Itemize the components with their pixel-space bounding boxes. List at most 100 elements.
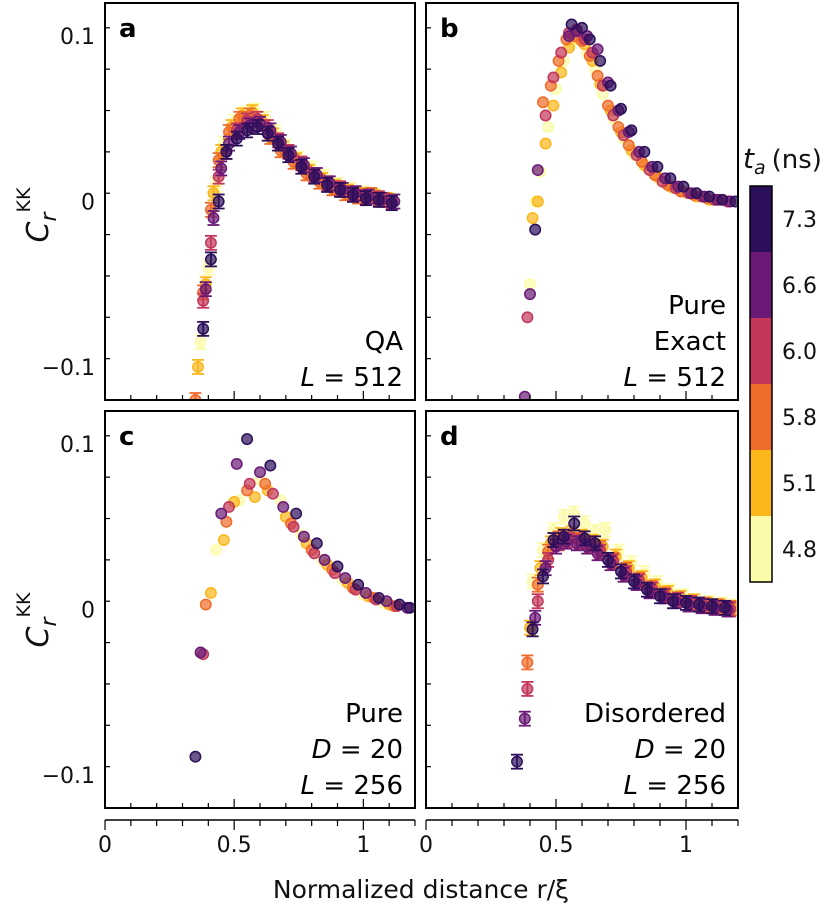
data-point bbox=[359, 192, 372, 205]
y-axis-title-bottom: CrKK bbox=[13, 592, 62, 647]
data-point bbox=[194, 646, 207, 659]
data-point bbox=[272, 137, 285, 150]
data-point bbox=[531, 164, 544, 177]
panel-annotation: L = 256 bbox=[624, 771, 726, 801]
data-point bbox=[339, 572, 352, 585]
data-point bbox=[602, 99, 614, 112]
data-point bbox=[295, 160, 308, 173]
panel-b: b Pure Exact L = 512 bbox=[425, 2, 739, 401]
data-point bbox=[524, 288, 536, 301]
panel-letter: b bbox=[440, 14, 459, 44]
data-point bbox=[264, 459, 277, 472]
data-point bbox=[589, 537, 601, 550]
data-point bbox=[622, 139, 635, 152]
data-point bbox=[194, 336, 207, 349]
y-axis-title-top: CrKK bbox=[13, 187, 62, 242]
data-point bbox=[189, 750, 202, 763]
data-point bbox=[615, 102, 627, 115]
data-point bbox=[547, 99, 560, 112]
data-point bbox=[531, 195, 544, 208]
series-c-4 bbox=[194, 457, 414, 659]
data-point bbox=[199, 283, 212, 296]
data-point bbox=[680, 596, 692, 609]
panel-annotation: Exact bbox=[654, 327, 726, 357]
x-tick-label: 0.5 bbox=[217, 833, 252, 858]
data-point bbox=[529, 611, 542, 624]
data-point bbox=[638, 145, 651, 158]
data-point bbox=[576, 21, 588, 34]
panel-d-marks bbox=[511, 505, 738, 770]
x-tick-label: 1 bbox=[356, 833, 370, 858]
data-point bbox=[308, 170, 321, 183]
data-point bbox=[591, 43, 604, 56]
x-tick-label: 0 bbox=[419, 833, 433, 858]
data-point bbox=[192, 360, 204, 373]
data-point bbox=[215, 507, 228, 520]
data-point bbox=[197, 322, 210, 335]
data-point bbox=[521, 311, 534, 324]
data-point bbox=[604, 79, 617, 92]
data-point bbox=[352, 578, 365, 591]
data-point bbox=[207, 187, 220, 200]
panel-annotation: Disordered bbox=[584, 699, 726, 729]
data-point bbox=[254, 466, 266, 479]
data-point bbox=[521, 682, 534, 695]
data-point bbox=[521, 656, 534, 669]
data-point bbox=[612, 121, 625, 134]
data-point bbox=[542, 121, 555, 134]
panel-annotation: QA bbox=[365, 327, 403, 357]
data-point bbox=[628, 575, 640, 588]
data-point bbox=[664, 172, 677, 185]
data-point bbox=[599, 524, 612, 537]
data-point bbox=[217, 534, 230, 546]
data-point bbox=[531, 578, 544, 591]
data-point bbox=[220, 515, 233, 528]
data-point bbox=[547, 534, 560, 546]
series-d-3 bbox=[521, 532, 737, 697]
data-point bbox=[230, 457, 243, 470]
data-point bbox=[372, 591, 385, 604]
colorbar-label: 6.6 bbox=[782, 274, 817, 299]
data-point bbox=[690, 187, 703, 200]
data-point bbox=[547, 71, 560, 84]
data-point bbox=[677, 180, 690, 193]
panel-annotation: D = 20 bbox=[312, 735, 403, 765]
x-tick-label: 1 bbox=[679, 833, 693, 858]
colorbar-block bbox=[750, 384, 772, 450]
colorbar-label: 4.8 bbox=[782, 538, 817, 563]
data-point bbox=[241, 124, 254, 137]
data-point bbox=[693, 598, 705, 611]
data-point bbox=[667, 595, 679, 608]
data-point bbox=[524, 278, 536, 291]
y-tick-label: −0.1 bbox=[42, 764, 95, 789]
colorbar-block bbox=[750, 318, 772, 384]
data-point bbox=[625, 124, 638, 137]
series-c-5 bbox=[189, 433, 415, 763]
panel-letter: c bbox=[119, 422, 134, 452]
data-point bbox=[594, 54, 607, 67]
colorbar-label: 7.3 bbox=[782, 208, 817, 233]
data-point bbox=[565, 18, 578, 31]
data-point bbox=[204, 587, 217, 599]
data-point bbox=[716, 193, 729, 206]
data-point bbox=[334, 183, 347, 196]
data-point bbox=[220, 145, 233, 158]
y-tick-label: −0.1 bbox=[42, 356, 95, 381]
panel-a: 0.1 0 −0.1 a QA L = 512 bbox=[42, 2, 416, 401]
data-point bbox=[215, 162, 228, 175]
data-point bbox=[539, 109, 552, 122]
data-point bbox=[578, 517, 591, 530]
data-point bbox=[277, 500, 290, 513]
data-point bbox=[199, 598, 212, 611]
colorbar-block bbox=[750, 252, 772, 318]
data-point bbox=[308, 547, 321, 560]
x-tick-label: 0 bbox=[98, 833, 112, 858]
data-point bbox=[615, 565, 627, 578]
x-axis-title: Normalized distance r/ξ bbox=[273, 875, 569, 904]
data-point bbox=[241, 433, 254, 446]
colorbar-block bbox=[750, 450, 772, 516]
data-point bbox=[583, 33, 596, 46]
data-point bbox=[591, 69, 604, 82]
panel-annotation: Pure bbox=[345, 699, 403, 729]
